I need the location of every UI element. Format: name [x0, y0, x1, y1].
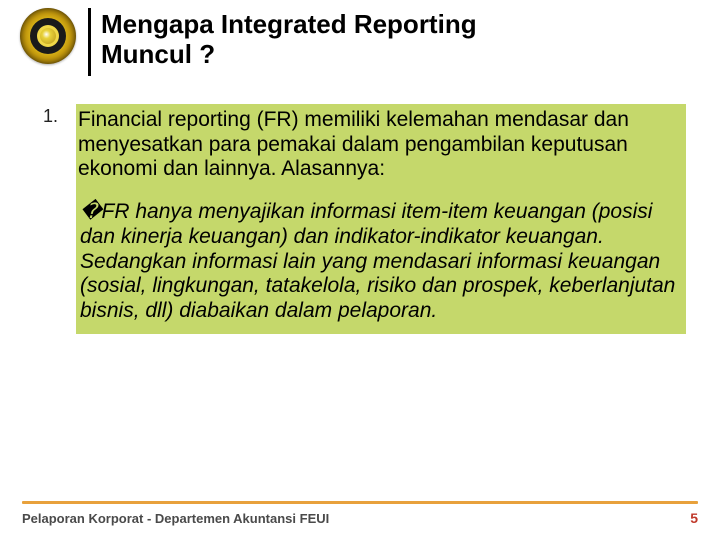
list-number: 1. — [34, 104, 58, 334]
title-line-1: Mengapa Integrated Reporting — [101, 10, 477, 40]
page-number: 5 — [690, 510, 698, 526]
paragraph-1: Financial reporting (FR) memiliki kelema… — [78, 108, 676, 182]
highlight-box: Financial reporting (FR) memiliki kelema… — [76, 104, 686, 334]
footer-text: Pelaporan Korporat - Departemen Akuntans… — [22, 511, 329, 526]
university-logo — [20, 8, 76, 64]
slide-header: Mengapa Integrated Reporting Muncul ? — [0, 0, 720, 76]
title-line-2: Muncul ? — [101, 40, 477, 70]
slide-content: 1. Financial reporting (FR) memiliki kel… — [0, 76, 720, 334]
paragraph-2: �FR hanya menyajikan informasi item-item… — [78, 200, 676, 324]
slide-footer: Pelaporan Korporat - Departemen Akuntans… — [0, 501, 720, 526]
title-block: Mengapa Integrated Reporting Muncul ? — [88, 8, 477, 76]
footer-divider — [22, 501, 698, 504]
